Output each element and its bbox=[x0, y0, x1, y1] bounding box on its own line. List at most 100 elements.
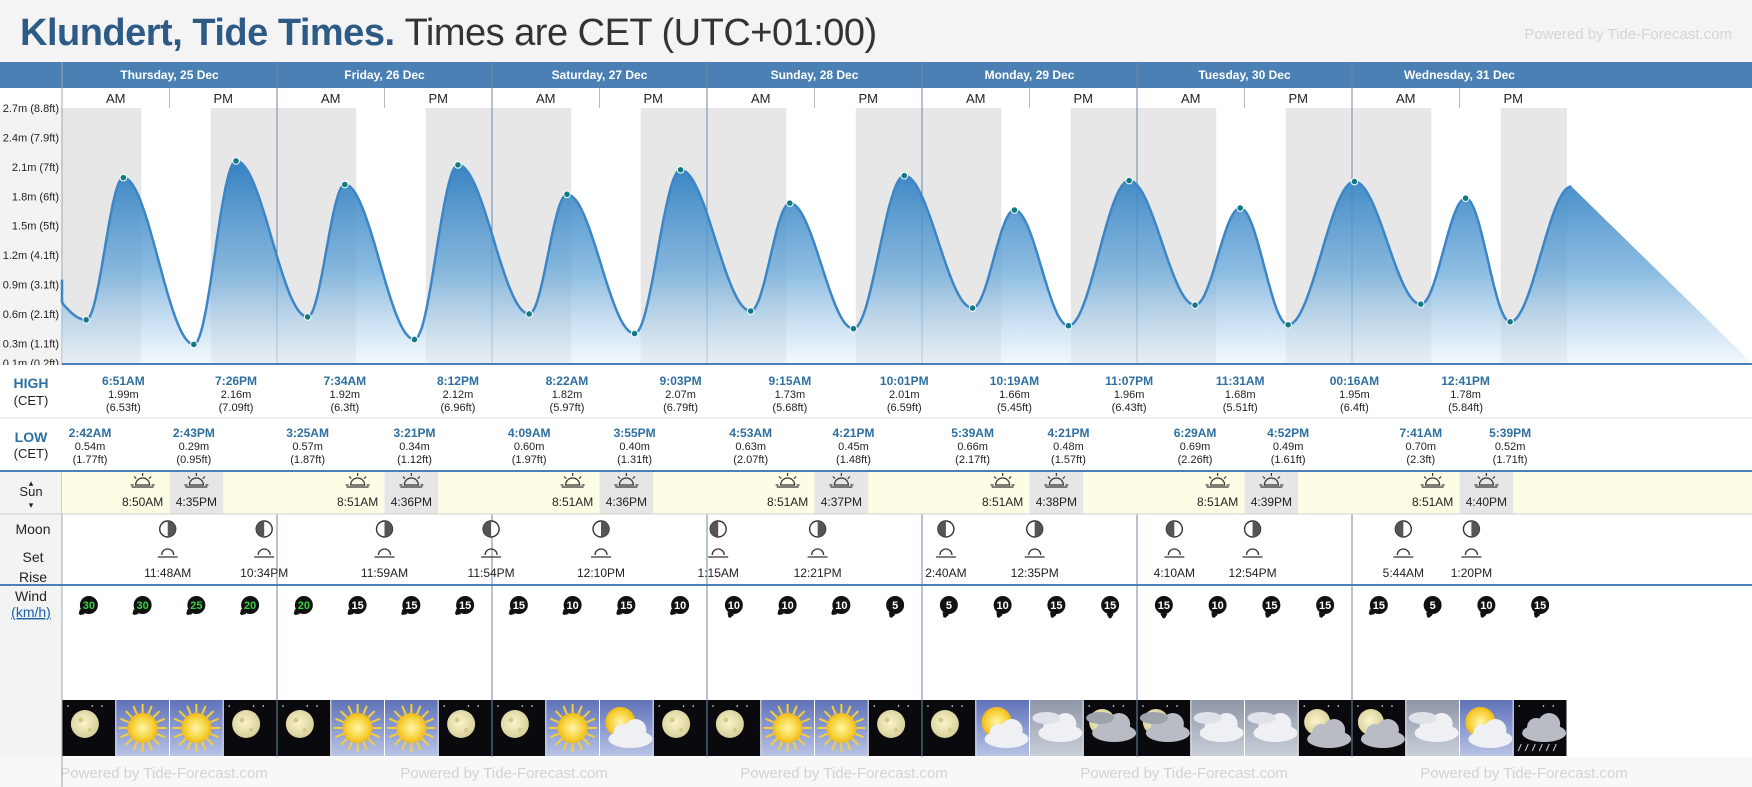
tide-point-high bbox=[1236, 204, 1244, 212]
wind-speed: 20 bbox=[298, 600, 310, 612]
sunset-icon bbox=[184, 473, 209, 488]
tide-point-high bbox=[232, 157, 240, 165]
moonset-icon bbox=[157, 548, 178, 558]
sunrise-icon bbox=[775, 473, 800, 488]
sunset-cell bbox=[1459, 472, 1514, 514]
sun-down-arrow-icon: ▾ bbox=[29, 500, 34, 510]
sunset-time: 4:39PM bbox=[1251, 495, 1292, 509]
tide-point-high bbox=[1461, 194, 1470, 203]
sunrise-icon bbox=[560, 473, 585, 488]
wind-speed: 15 bbox=[620, 600, 632, 612]
moonrise-icon bbox=[254, 548, 275, 558]
tide-height-ft: (0.95ft) bbox=[176, 454, 211, 466]
pm-label: PM bbox=[1504, 91, 1524, 106]
powered-by-top[interactable]: Powered by Tide-Forecast.com bbox=[1524, 26, 1732, 43]
clear-night-icon bbox=[653, 700, 707, 756]
sunset-time: 4:35PM bbox=[176, 495, 217, 509]
wind-badge bbox=[1154, 596, 1173, 619]
tide-time: 8:12PM bbox=[437, 374, 479, 388]
y-tick-label: 2.7m (8.8ft) bbox=[3, 103, 59, 115]
tide-point-high bbox=[341, 180, 349, 189]
tide-time: 9:03PM bbox=[660, 374, 702, 388]
wind-badge bbox=[508, 596, 528, 616]
moonrise-time: 10:34PM bbox=[240, 566, 288, 580]
wind-badge bbox=[239, 596, 260, 616]
wind-speed: 15 bbox=[459, 600, 471, 612]
moon-phase-icon bbox=[1462, 520, 1481, 538]
tide-height-m: 1.92m bbox=[330, 389, 361, 401]
clear-night-icon bbox=[62, 700, 116, 756]
tide-height-ft: (5.68ft) bbox=[772, 402, 807, 414]
y-tick-label: 2.1m (7ft) bbox=[12, 162, 59, 174]
moonset-icon bbox=[1461, 548, 1482, 558]
moon-phase-icon bbox=[159, 520, 177, 538]
tide-height-m: 1.66m bbox=[999, 389, 1030, 401]
wind-badge bbox=[1423, 596, 1442, 618]
wind-speed: 10 bbox=[1480, 600, 1492, 612]
wind-badge bbox=[993, 596, 1012, 618]
sunny-icon bbox=[116, 700, 169, 756]
moonrise-time: 2:40AM bbox=[925, 566, 966, 580]
tide-point-high bbox=[1350, 177, 1359, 186]
tide-time: 8:22AM bbox=[546, 374, 589, 388]
tide-height-m: 0.70m bbox=[1406, 441, 1437, 453]
tide-time: 4:52PM bbox=[1267, 426, 1309, 440]
tide-height-ft: (6.43ft) bbox=[1112, 402, 1147, 414]
moonset-time: 11:48AM bbox=[144, 566, 191, 580]
tide-point-low bbox=[303, 313, 312, 321]
moonrise-time: 4:10AM bbox=[1154, 566, 1195, 580]
moonset-icon bbox=[807, 548, 828, 558]
wind-speed: 10 bbox=[835, 600, 847, 612]
tide-height-ft: (1.97ft) bbox=[512, 454, 547, 466]
pm-label: PM bbox=[1289, 91, 1309, 106]
moonset-icon bbox=[1242, 548, 1263, 558]
cloudy-icon bbox=[1406, 700, 1459, 756]
y-tick-label: 2.4m (7.9ft) bbox=[3, 132, 59, 144]
moon-phase-icon bbox=[592, 520, 610, 538]
sun-label: Sun bbox=[19, 484, 42, 499]
sunset-cell bbox=[169, 472, 224, 514]
moonrise-icon bbox=[1393, 548, 1414, 558]
wind-speed: 15 bbox=[1158, 600, 1170, 612]
tide-point-high bbox=[119, 173, 128, 182]
wind-unit-link[interactable]: (km/h) bbox=[11, 604, 51, 620]
tide-time: 6:51AM bbox=[102, 374, 145, 388]
tide-point-low bbox=[1506, 318, 1514, 326]
wind-badge bbox=[1208, 596, 1227, 618]
sunrise-icon bbox=[130, 473, 155, 488]
tide-time: 10:19AM bbox=[990, 374, 1039, 388]
sunset-cell bbox=[384, 472, 439, 514]
pm-label: PM bbox=[429, 91, 449, 106]
tide-height-m: 0.54m bbox=[75, 441, 106, 453]
wind-speed: 15 bbox=[352, 600, 364, 612]
cloudy-icon bbox=[1191, 700, 1244, 756]
clear-night-icon bbox=[922, 700, 976, 756]
wind-speed: 10 bbox=[997, 600, 1009, 612]
sunset-icon bbox=[614, 473, 639, 488]
pm-label: PM bbox=[1074, 91, 1094, 106]
sunny-icon bbox=[546, 700, 599, 756]
am-label: AM bbox=[106, 91, 126, 106]
sunset-icon bbox=[399, 473, 424, 488]
pm-label: PM bbox=[214, 91, 234, 106]
tide-point-low bbox=[746, 307, 755, 315]
sunset-icon bbox=[1259, 473, 1284, 488]
tide-time: 4:53AM bbox=[729, 426, 772, 440]
sunrise-icon bbox=[1205, 473, 1230, 488]
sunny-icon bbox=[170, 700, 223, 756]
wind-label: Wind bbox=[15, 588, 47, 604]
sunset-cell bbox=[1029, 472, 1084, 514]
clear-night-icon bbox=[492, 700, 546, 756]
sunny-icon bbox=[331, 700, 384, 756]
cloudy-night-icon bbox=[1083, 700, 1137, 756]
sunny-icon bbox=[385, 700, 438, 756]
sunset-time: 4:36PM bbox=[391, 495, 432, 509]
moonset-time: 12:35PM bbox=[1011, 566, 1059, 580]
wind-badge bbox=[1368, 596, 1388, 616]
y-tick-label: 1.2m (4.1ft) bbox=[3, 250, 59, 262]
tide-height-ft: (6.59ft) bbox=[887, 402, 922, 414]
wind-badge bbox=[777, 596, 797, 616]
moonrise-time: 5:44AM bbox=[1383, 566, 1424, 580]
tide-height-ft: (1.48ft) bbox=[836, 454, 871, 466]
tide-time: 5:39PM bbox=[1489, 426, 1531, 440]
